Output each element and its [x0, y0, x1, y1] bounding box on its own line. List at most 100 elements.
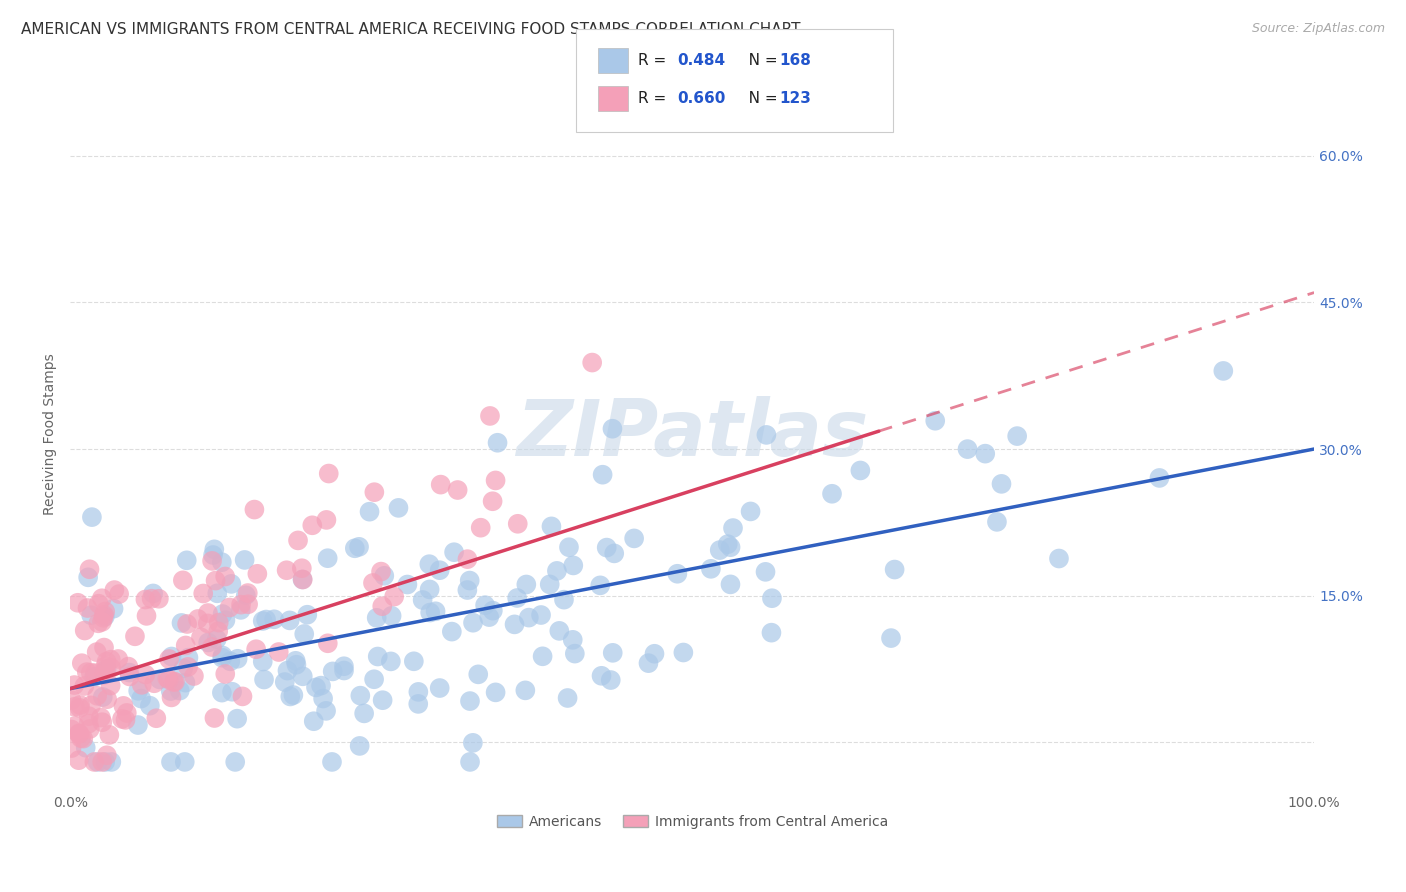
- Point: [503, 617, 526, 632]
- Text: 123: 123: [779, 91, 811, 105]
- Point: [141, 591, 163, 606]
- Point: [278, 690, 301, 704]
- Point: [321, 755, 343, 769]
- Point: [156, 671, 179, 685]
- Point: [517, 610, 540, 624]
- Point: [343, 541, 366, 556]
- Point: [86, 645, 108, 659]
- Point: [740, 504, 762, 518]
- Point: [458, 694, 481, 708]
- Point: [349, 689, 371, 703]
- Point: [481, 494, 503, 508]
- Point: [134, 592, 156, 607]
- Point: [66, 596, 89, 610]
- Point: [96, 748, 118, 763]
- Point: [720, 577, 742, 591]
- Point: [163, 674, 186, 689]
- Point: [221, 577, 243, 591]
- Point: [173, 755, 195, 769]
- Point: [202, 542, 225, 557]
- Point: [291, 561, 314, 575]
- Point: [478, 610, 501, 624]
- Point: [72, 731, 94, 746]
- Point: [254, 613, 277, 627]
- Point: [226, 652, 249, 666]
- Point: [359, 505, 381, 519]
- Point: [267, 645, 290, 659]
- Point: [149, 673, 172, 687]
- Point: [63, 719, 86, 733]
- Point: [90, 591, 112, 606]
- Point: [94, 755, 117, 769]
- Point: [283, 688, 305, 702]
- Text: N =: N =: [734, 54, 782, 68]
- Point: [204, 574, 226, 588]
- Point: [100, 653, 122, 667]
- Point: [506, 516, 529, 531]
- Point: [274, 675, 297, 690]
- Point: [91, 615, 114, 629]
- Point: [236, 586, 259, 600]
- Point: [229, 598, 252, 612]
- Point: [380, 654, 402, 668]
- Point: [546, 564, 568, 578]
- Point: [60, 693, 83, 707]
- Point: [246, 566, 269, 581]
- Point: [91, 715, 114, 730]
- Point: [75, 740, 97, 755]
- Point: [214, 569, 236, 583]
- Point: [160, 690, 183, 705]
- Point: [761, 625, 783, 640]
- Point: [361, 576, 384, 591]
- Point: [243, 502, 266, 516]
- Point: [169, 683, 191, 698]
- Point: [467, 667, 489, 681]
- Point: [79, 562, 101, 576]
- Point: [83, 670, 105, 684]
- Point: [87, 616, 110, 631]
- Point: [821, 487, 844, 501]
- Point: [548, 624, 571, 638]
- Point: [100, 661, 122, 675]
- Point: [561, 632, 583, 647]
- Point: [94, 659, 117, 673]
- Point: [177, 660, 200, 674]
- Point: [103, 583, 125, 598]
- Point: [115, 706, 138, 720]
- Point: [333, 664, 356, 678]
- Point: [201, 554, 224, 568]
- Point: [205, 632, 228, 647]
- Point: [373, 569, 395, 583]
- Text: R =: R =: [638, 91, 672, 105]
- Point: [80, 665, 103, 680]
- Point: [924, 414, 946, 428]
- Point: [221, 684, 243, 698]
- Point: [177, 650, 200, 665]
- Point: [370, 565, 392, 579]
- Point: [103, 601, 125, 615]
- Point: [318, 467, 340, 481]
- Point: [73, 624, 96, 638]
- Point: [131, 678, 153, 692]
- Point: [135, 608, 157, 623]
- Point: [67, 726, 90, 740]
- Point: [581, 355, 603, 369]
- Point: [316, 551, 339, 566]
- Point: [538, 577, 561, 591]
- Point: [176, 617, 198, 632]
- Point: [235, 588, 257, 602]
- Point: [408, 685, 430, 699]
- Point: [429, 477, 451, 491]
- Point: [73, 679, 96, 693]
- Point: [236, 597, 259, 611]
- Point: [63, 678, 86, 692]
- Point: [440, 624, 463, 639]
- Point: [157, 652, 180, 666]
- Point: [94, 605, 117, 619]
- Point: [139, 698, 162, 713]
- Point: [276, 563, 298, 577]
- Point: [381, 608, 404, 623]
- Point: [174, 675, 197, 690]
- Point: [531, 649, 554, 664]
- Point: [591, 669, 613, 683]
